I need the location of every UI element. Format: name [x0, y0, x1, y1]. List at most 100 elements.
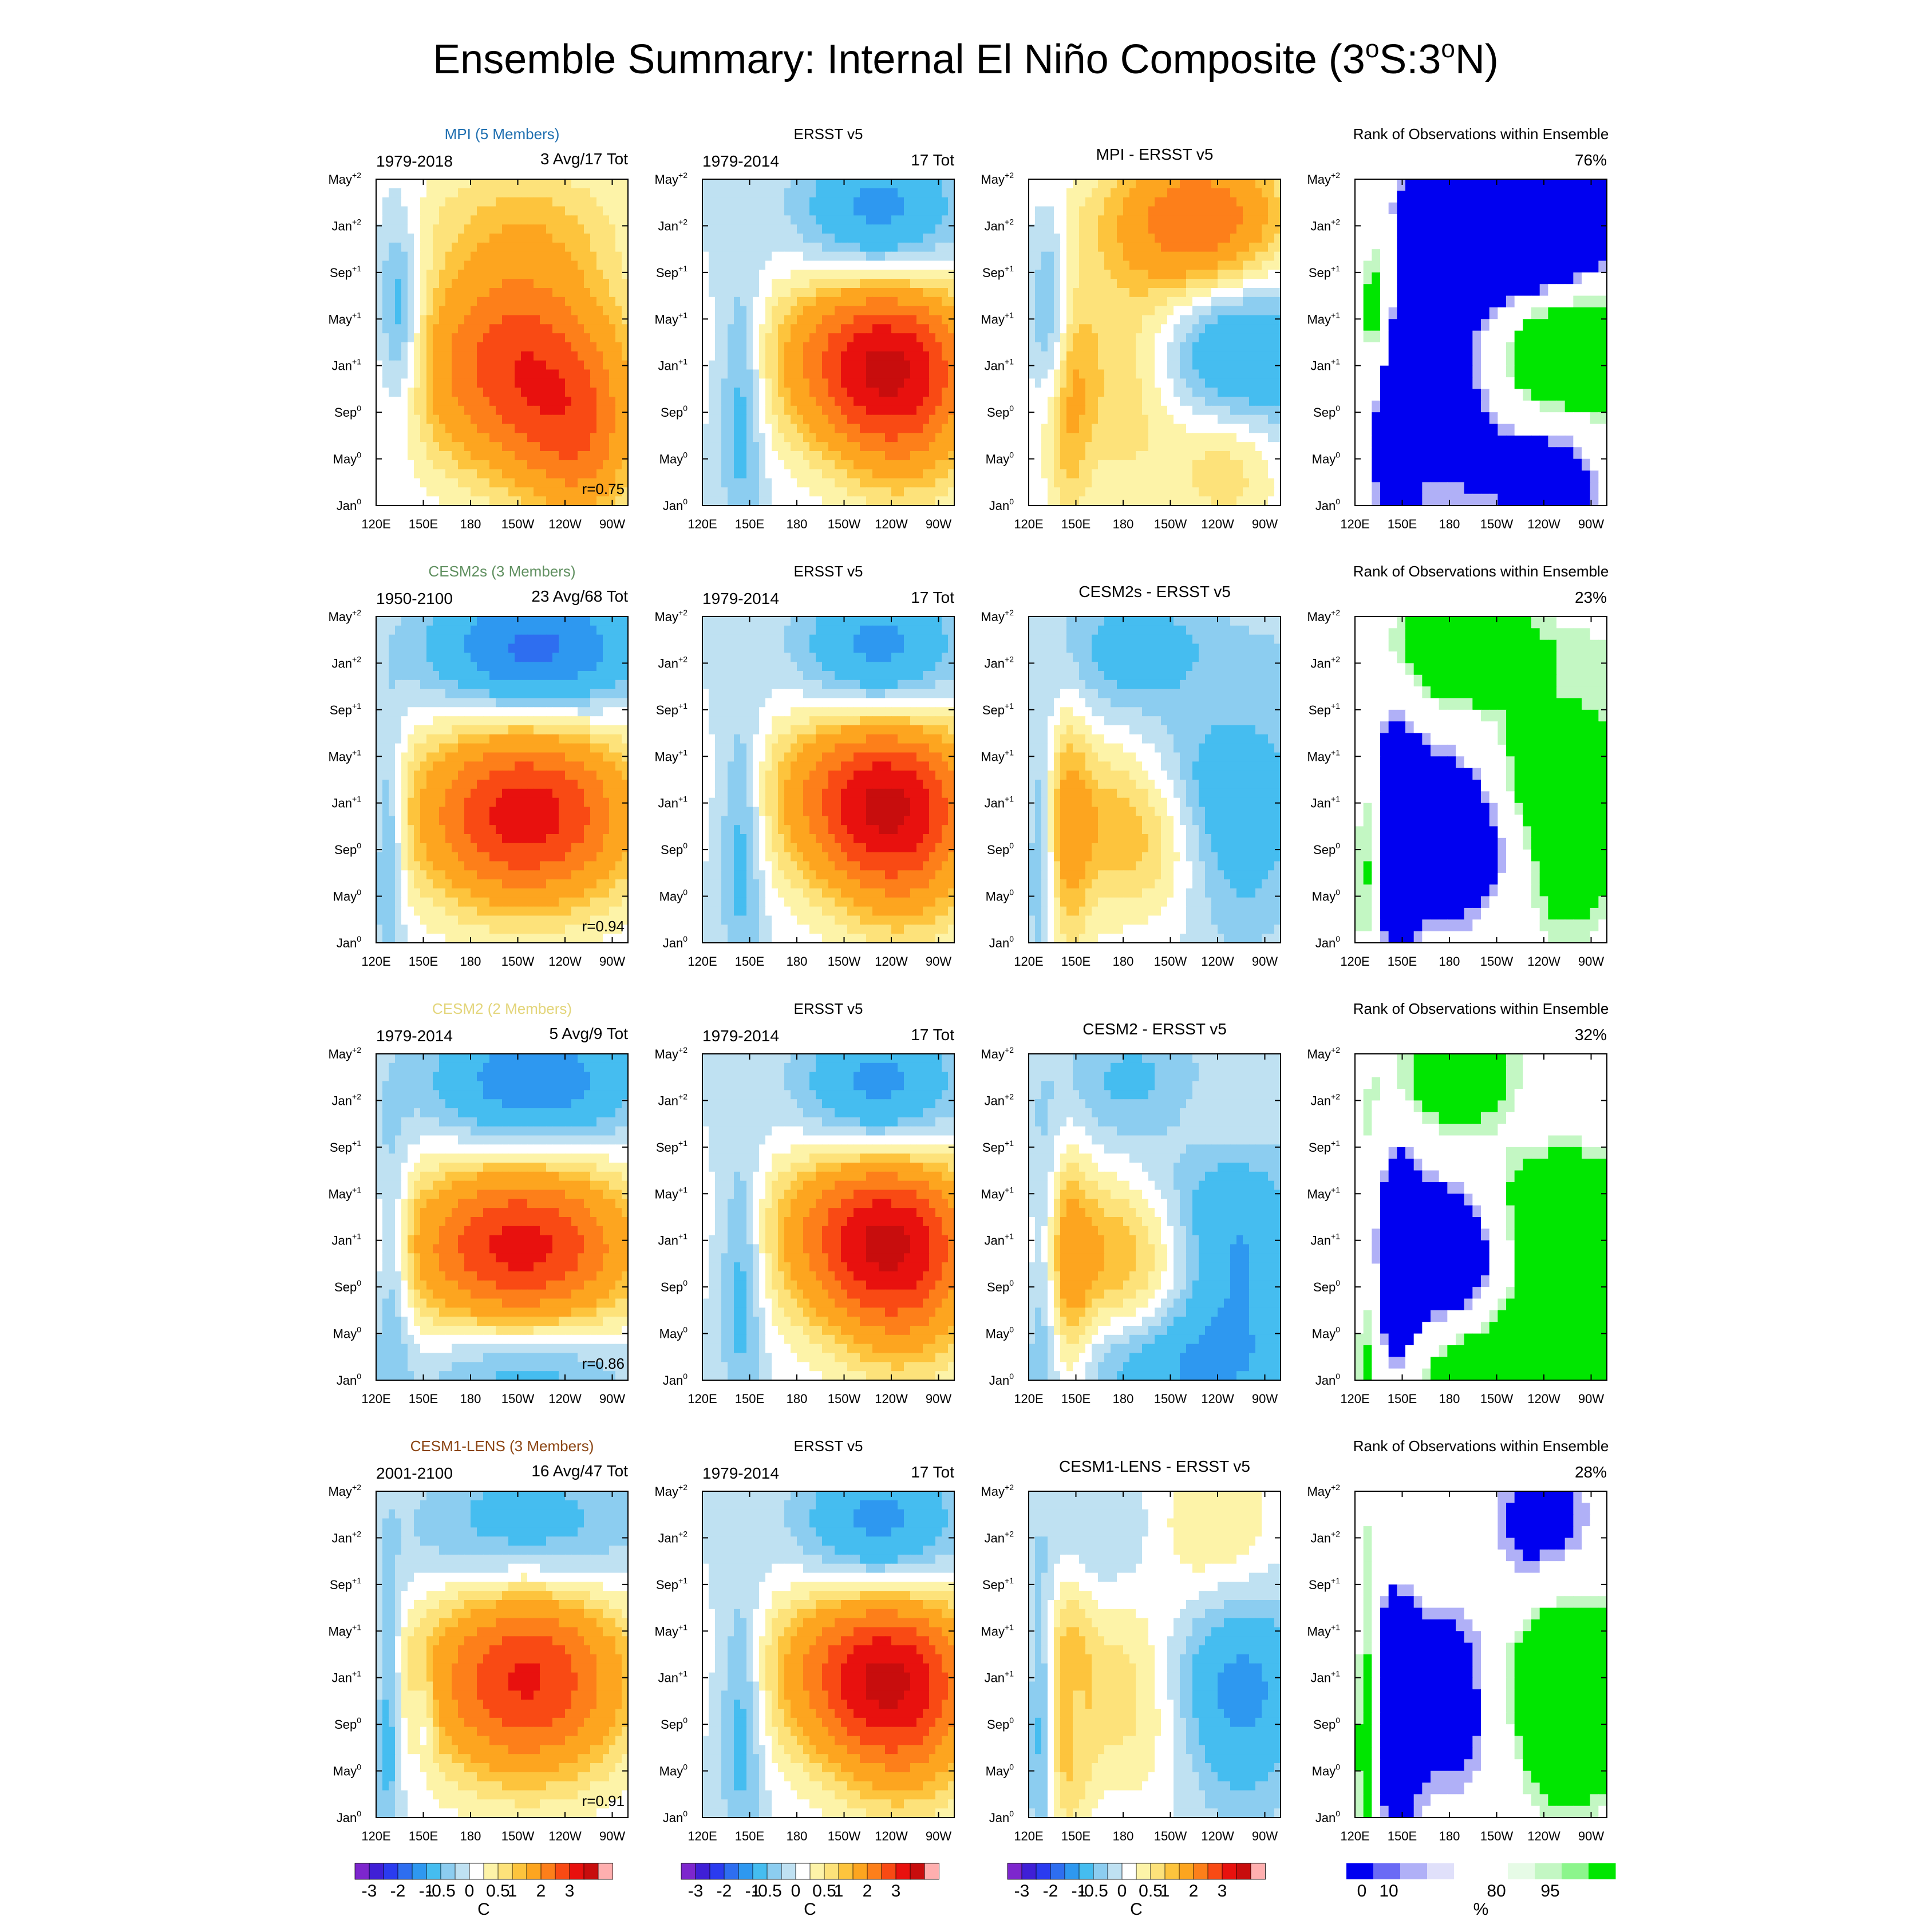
- diff-heatmap-cell: [1262, 397, 1269, 406]
- rank-map-cell: [1539, 202, 1548, 215]
- rank-map-cell: [1464, 307, 1473, 319]
- diff-heatmap-cell: [1029, 433, 1036, 442]
- diff-heatmap-cell: [1243, 215, 1250, 225]
- diff-heatmap-cell: [1148, 351, 1155, 361]
- diff-heatmap-cell: [1073, 251, 1080, 262]
- obs-heatmap-cell: [709, 397, 716, 406]
- obs-heatmap-cell: [721, 360, 728, 370]
- model-heatmap-cell: [527, 215, 534, 225]
- rank-map-cell: [1598, 354, 1607, 366]
- model-heatmap-cell: [609, 397, 616, 406]
- rank-map-cell: [1422, 249, 1431, 262]
- diff-heatmap-cell: [1155, 324, 1161, 334]
- rank-map-cell: [1556, 226, 1566, 238]
- model-heatmap-cell: [534, 260, 540, 270]
- model-heatmap-cell: [408, 433, 414, 442]
- diff-heatmap-cell: [1148, 487, 1155, 497]
- obs-heatmap-cell: [746, 405, 753, 416]
- diff-heatmap-cell: [1155, 360, 1161, 370]
- diff-heatmap-cell: [1255, 405, 1262, 416]
- obs-heatmap-cell: [778, 288, 785, 298]
- diff-heatmap-cell: [1123, 297, 1130, 307]
- diff-heatmap-cell: [1073, 197, 1080, 207]
- model-heatmap-cell: [445, 251, 452, 262]
- obs-heatmap-cell: [872, 378, 879, 388]
- diff-heatmap-cell: [1066, 433, 1073, 442]
- obs-heatmap-cell: [772, 270, 779, 279]
- model-heatmap-cell: [540, 414, 547, 425]
- obs-heatmap-cell: [702, 297, 709, 307]
- model-heatmap-cell: [552, 469, 559, 479]
- model-heatmap-cell: [515, 397, 521, 406]
- model-heatmap-cell: [622, 414, 628, 425]
- obs-heatmap-cell: [715, 234, 722, 243]
- model-heatmap-cell: [578, 369, 584, 379]
- diff-heatmap-cell: [1167, 414, 1174, 425]
- diff-heatmap-cell: [1274, 324, 1281, 334]
- obs-heatmap-cell: [948, 306, 954, 316]
- obs-heatmap-cell: [791, 179, 797, 189]
- obs-heatmap-cell: [898, 360, 904, 370]
- diff-heatmap-cell: [1161, 242, 1168, 252]
- diff-heatmap-cell: [1243, 251, 1250, 262]
- obs-heatmap-cell: [702, 242, 709, 252]
- model-heatmap-cell: [452, 397, 459, 406]
- obs-heatmap-cell: [822, 397, 829, 406]
- obs-axis-xtick-label: 90W: [926, 517, 951, 531]
- obs-heatmap-cell: [847, 342, 854, 352]
- diff-heatmap-cell: [1192, 369, 1199, 379]
- rank-map-cell: [1481, 330, 1490, 343]
- model-heatmap-cell: [603, 279, 610, 289]
- obs-heatmap-cell: [778, 433, 785, 442]
- model-heatmap-cell: [464, 333, 471, 343]
- diff-heatmap-cell: [1161, 397, 1168, 406]
- obs-heatmap-cell: [923, 397, 930, 406]
- diff-heatmap-cell: [1085, 188, 1092, 198]
- model-heatmap-cell: [452, 215, 459, 225]
- rank-map-cell: [1405, 249, 1415, 262]
- diff-heatmap-cell: [1104, 469, 1111, 479]
- diff-heatmap-cell: [1161, 469, 1168, 479]
- obs-heatmap-cell: [772, 351, 779, 361]
- model-heatmap-cell: [578, 206, 584, 216]
- rank-map-cell: [1456, 260, 1465, 273]
- rank-map-cell: [1514, 191, 1523, 203]
- diff-heatmap-cell: [1079, 378, 1086, 388]
- diff-heatmap-cell: [1048, 405, 1054, 416]
- model-heatmap-cell: [590, 360, 597, 370]
- obs-heatmap-cell: [797, 342, 804, 352]
- rank-map-cell: [1355, 284, 1364, 297]
- obs-heatmap-cell: [942, 487, 949, 497]
- diff-heatmap-cell: [1186, 405, 1193, 416]
- diff-heatmap-cell: [1029, 279, 1036, 289]
- obs-heatmap-cell: [728, 197, 734, 207]
- model-heatmap-cell: [389, 306, 396, 316]
- obs-heatmap-cell: [809, 351, 816, 361]
- obs-heatmap-cell: [734, 224, 741, 234]
- obs-heatmap-cell: [828, 351, 835, 361]
- obs-heatmap-cell: [702, 306, 709, 316]
- model-heatmap-cell: [622, 234, 628, 243]
- model-heatmap-cell: [590, 306, 597, 316]
- obs-heatmap-cell: [854, 288, 860, 298]
- model-heatmap-cell: [389, 487, 396, 497]
- obs-heatmap-cell: [872, 251, 879, 262]
- model-heatmap-cell: [527, 487, 534, 497]
- diff-heatmap-cell: [1098, 288, 1105, 298]
- model-heatmap-cell: [376, 469, 383, 479]
- diff-heatmap-cell: [1098, 351, 1105, 361]
- diff-heatmap-cell: [1029, 388, 1036, 397]
- obs-heatmap-cell: [835, 478, 841, 488]
- obs-heatmap-cell: [715, 469, 722, 479]
- obs-heatmap-cell: [904, 324, 911, 334]
- diff-heatmap-cell: [1092, 351, 1099, 361]
- model-heatmap-cell: [508, 288, 515, 298]
- diff-heatmap-cell: [1048, 179, 1054, 189]
- obs-heatmap-cell: [916, 414, 923, 425]
- obs-heatmap-cell: [753, 215, 760, 225]
- rank-map-cell: [1582, 330, 1591, 343]
- diff-heatmap-cell: [1205, 460, 1212, 470]
- obs-heatmap-cell: [816, 234, 823, 243]
- obs-heatmap-cell: [822, 234, 829, 243]
- obs-heatmap-cell: [942, 297, 949, 307]
